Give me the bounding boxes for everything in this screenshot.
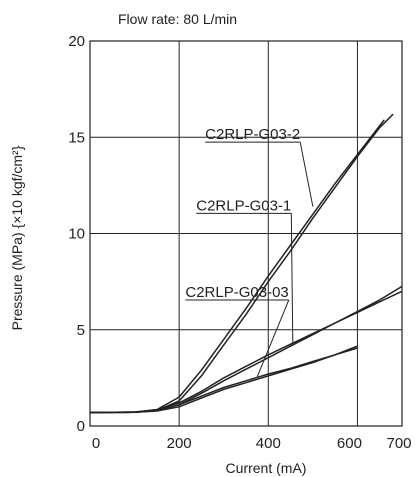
y-tick-label: 5 (77, 322, 85, 339)
y-axis-title: Pressure (MPa) {×10 kgf/cm²} (9, 145, 25, 330)
x-axis-title: Current (mA) (226, 460, 307, 476)
y-tick-label: 0 (77, 418, 85, 435)
series-3-curve (89, 345, 358, 414)
series-label-leader (299, 142, 314, 207)
y-tick-label: 15 (68, 129, 85, 146)
curves (89, 113, 403, 414)
flow-rate-note: Flow rate: 80 L/min (118, 11, 237, 27)
series-1-curve (89, 113, 394, 414)
y-tick-label: 20 (68, 33, 85, 50)
x-tick-label: 0 (92, 435, 100, 452)
label-leaders (185, 141, 314, 378)
series-labels: C2RLP-G03-2 C2RLP-G03-1 C2RLP-G03-03 (185, 126, 300, 301)
x-tick-label: 400 (256, 435, 281, 452)
x-tick-labels: 0 200 400 600 700 (92, 435, 412, 452)
gridlines (90, 41, 402, 426)
series-label-leader (256, 299, 290, 378)
series-label: C2RLP-G03-1 (196, 197, 291, 214)
x-tick-label: 600 (337, 435, 362, 452)
series-label-leader (290, 213, 294, 344)
x-tick-label: 700 (386, 435, 411, 452)
x-tick-label: 200 (167, 435, 192, 452)
y-tick-labels: 0 5 10 15 20 (68, 33, 85, 435)
y-tick-label: 10 (68, 226, 85, 243)
series-1-curve (89, 119, 385, 414)
series-label: C2RLP-G03-2 (205, 126, 300, 143)
plot-frame (89, 40, 403, 427)
series-label: C2RLP-G03-03 (185, 284, 288, 301)
